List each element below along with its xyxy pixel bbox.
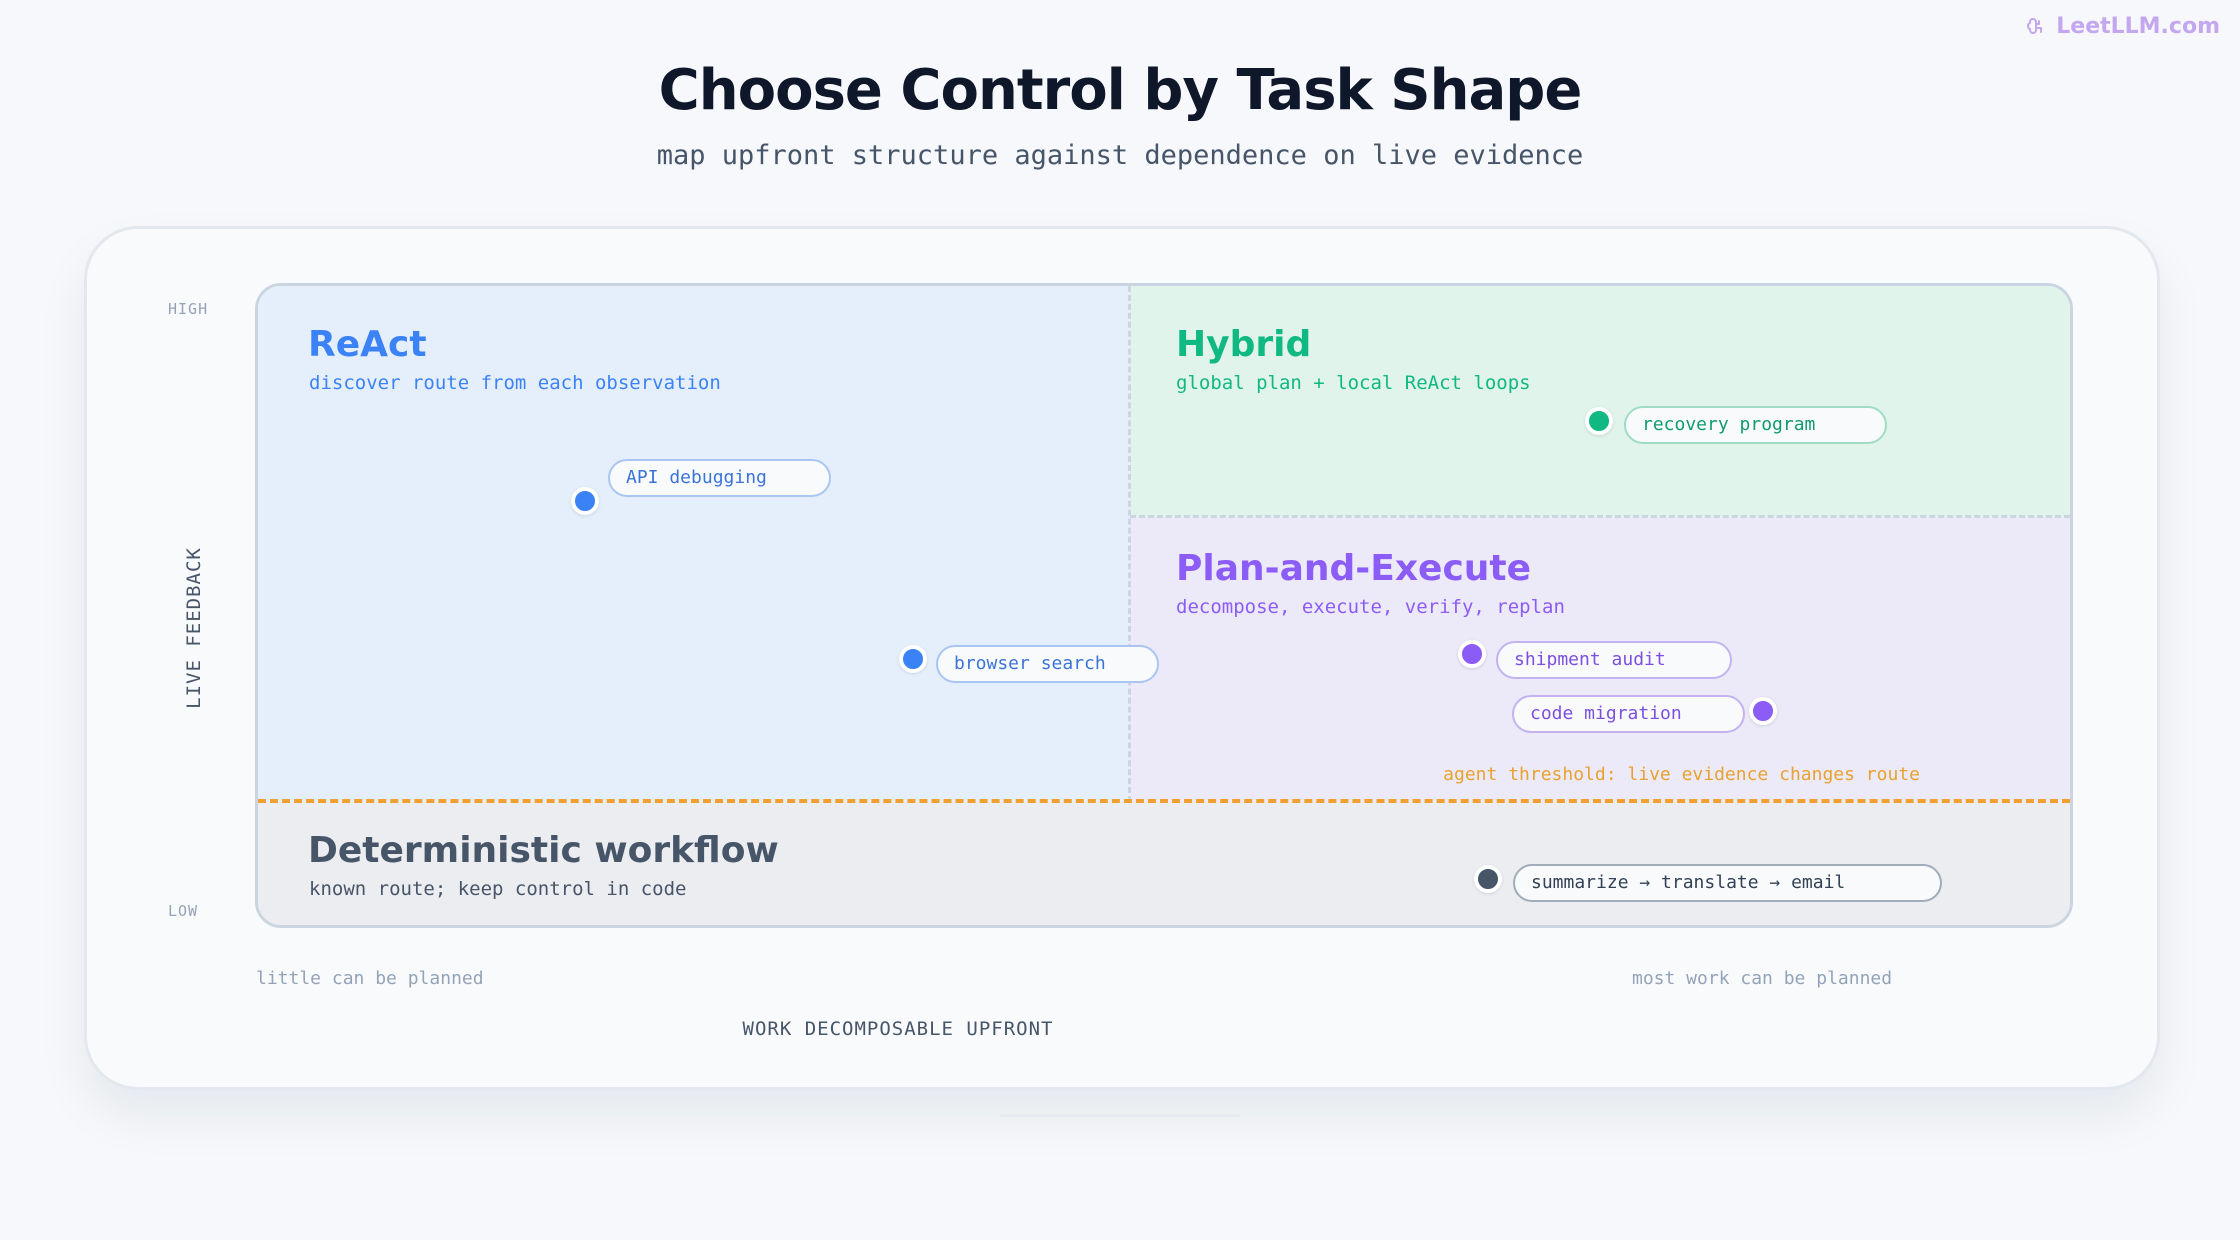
agent-threshold-label: agent threshold: live evidence changes r… (1443, 764, 1920, 785)
logo-text: LeetLLM.com (2056, 14, 2220, 39)
logo[interactable]: LeetLLM.com (2024, 14, 2220, 39)
agent-threshold-line (258, 799, 2070, 803)
page-title: Choose Control by Task Shape (658, 58, 1583, 123)
deterministic-workflow-title: Deterministic workflow (308, 830, 779, 871)
shipment-audit-dot (1458, 640, 1486, 668)
y-axis-high-tick: HIGH (168, 300, 209, 318)
react-title: ReAct (308, 324, 427, 365)
plan-and-execute-title: Plan-and-Execute (1176, 548, 1532, 589)
region-deterministic-workflow (258, 802, 2070, 925)
code-migration-dot (1749, 697, 1777, 725)
y-axis-low-tick: LOW (168, 902, 199, 920)
recovery-program-label: recovery program (1624, 406, 1887, 444)
card-footer-line (1000, 1114, 1240, 1117)
y-axis-label: LIVE FEEDBACK (183, 547, 205, 709)
brain-icon (2027, 17, 2043, 34)
hybrid-description: global plan + local ReAct loops (1176, 372, 1531, 394)
horizontal-divider (1130, 515, 2070, 518)
recovery-program-dot (1585, 407, 1613, 435)
hybrid-title: Hybrid (1176, 324, 1312, 365)
code-migration-label: code migration (1512, 695, 1745, 733)
deterministic-workflow-description: known route; keep control in code (309, 878, 687, 900)
x-axis-high-note: most work can be planned (1632, 968, 1893, 989)
x-axis-label: WORK DECOMPOSABLE UPFRONT (742, 1018, 1054, 1040)
shipment-audit-label: shipment audit (1496, 641, 1732, 679)
vertical-divider (1128, 286, 1131, 802)
react-description: discover route from each observation (309, 372, 721, 394)
api-debugging-label: API debugging (608, 459, 831, 497)
summarize-pipeline-label: summarize → translate → email (1513, 864, 1942, 902)
api-debugging-dot (571, 487, 599, 515)
summarize-pipeline-dot (1474, 865, 1502, 893)
browser-search-label: browser search (936, 645, 1159, 683)
x-axis-low-note: little can be planned (256, 968, 484, 989)
region-react (258, 286, 1130, 802)
region-hybrid (1130, 286, 2070, 517)
plan-and-execute-description: decompose, execute, verify, replan (1176, 596, 1565, 618)
page-subtitle: map upfront structure against dependence… (656, 140, 1584, 171)
browser-search-dot (899, 645, 927, 673)
quadrant-plot: agent threshold: live evidence changes r… (255, 283, 2073, 928)
